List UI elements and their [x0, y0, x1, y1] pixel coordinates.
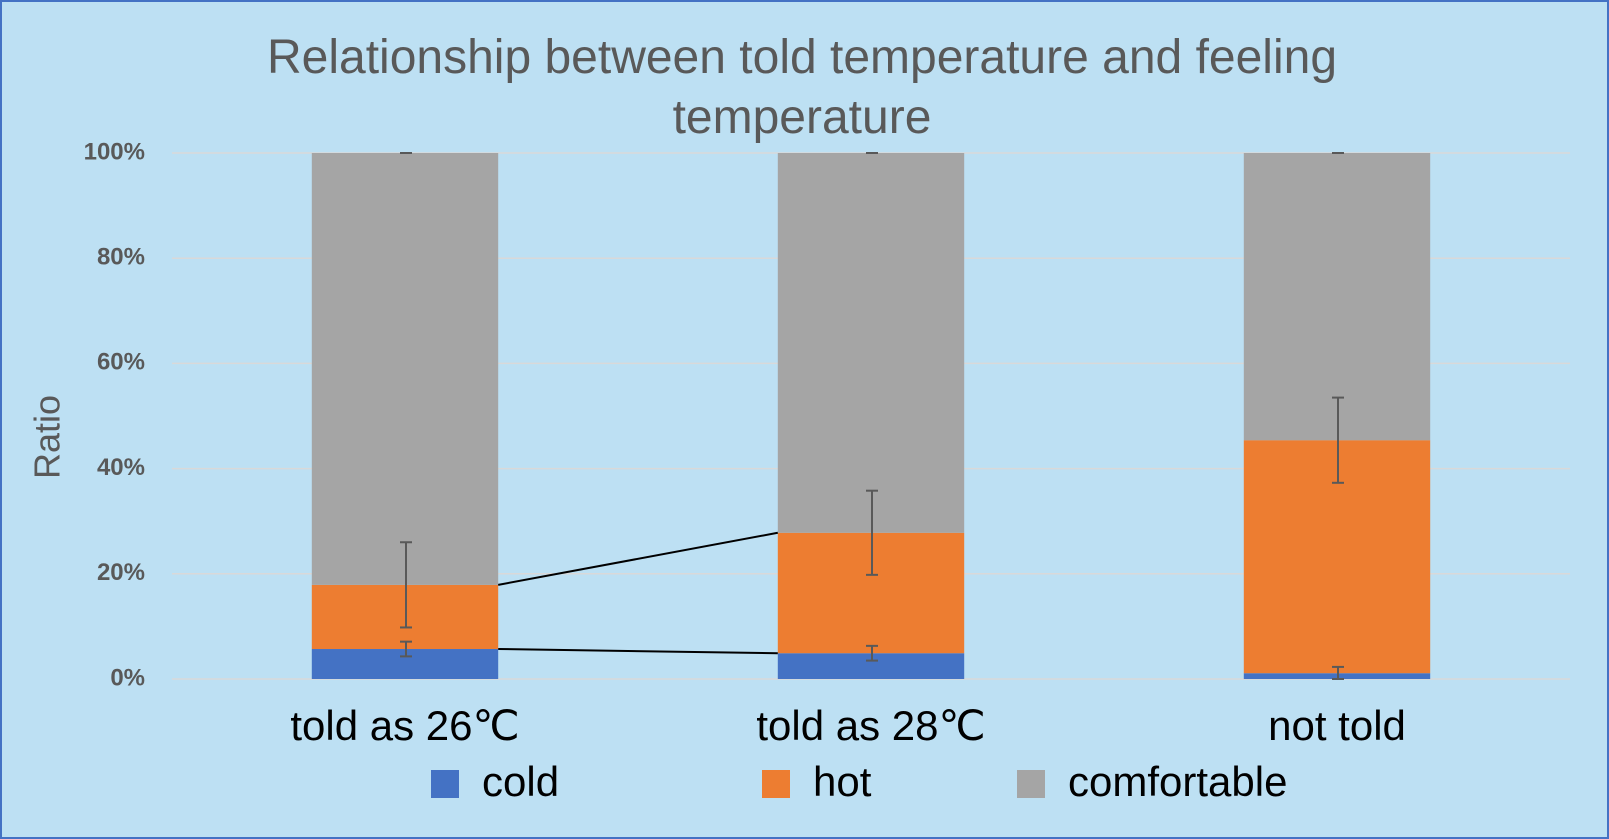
error-bar [400, 541, 412, 629]
error-bar [1332, 665, 1344, 680]
error-bar [866, 644, 878, 662]
legend-swatch [431, 770, 459, 798]
legend-swatch [762, 770, 790, 798]
x-tick-label: not told [1268, 702, 1406, 749]
y-tick-label: 100% [84, 138, 145, 165]
y-tick-label: 60% [97, 349, 145, 376]
y-tick-label: 0% [110, 664, 145, 691]
chart-title: Relationship between told temperature an… [266, 31, 1338, 144]
bar-segment [777, 153, 965, 533]
legend-label: comfortable [1068, 758, 1287, 805]
legend-label: cold [482, 758, 559, 805]
series-line [498, 648, 778, 655]
error-bar [400, 640, 412, 658]
y-tick-label: 80% [97, 244, 145, 271]
series-line [498, 531, 778, 586]
bar-segment [1243, 153, 1431, 441]
x-tick-label: told as 28℃ [756, 702, 985, 749]
error-bar [866, 489, 878, 576]
y-tick-label: 20% [97, 559, 145, 586]
bar-segment [311, 153, 499, 585]
y-axis-label: Ratio [27, 395, 68, 479]
x-tick-label: told as 26℃ [290, 702, 519, 749]
y-tick-label: 40% [97, 454, 145, 481]
legend-swatch [1017, 770, 1045, 798]
legend-label: hot [813, 758, 872, 805]
error-bar [1332, 396, 1344, 484]
